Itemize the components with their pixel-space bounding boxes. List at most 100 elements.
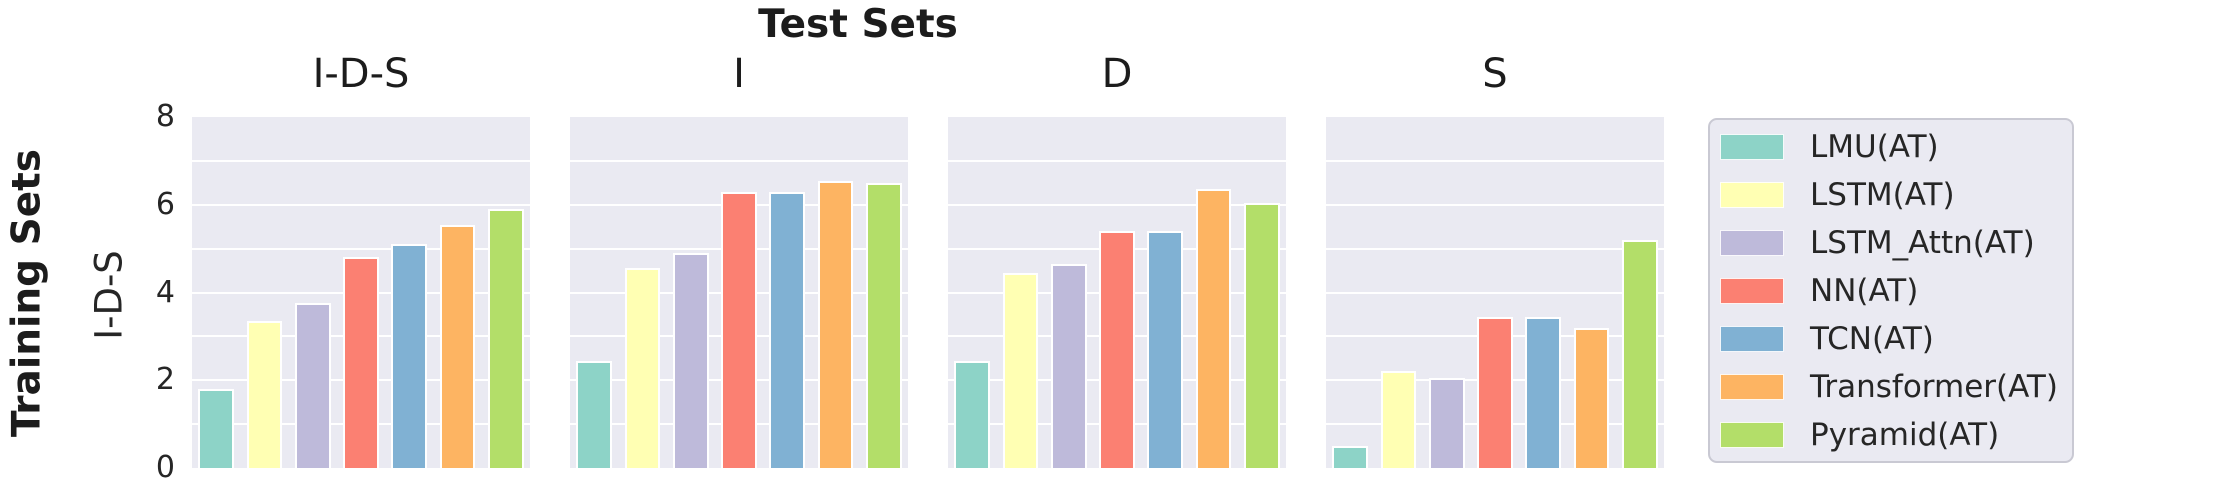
bar-slot (1326, 117, 1374, 468)
plot-area (192, 117, 530, 468)
panel-s: S (1326, 0, 1664, 499)
bar-slot (240, 117, 288, 468)
legend-label: Transformer(AT) (1810, 368, 2058, 405)
legend-label: TCN(AT) (1810, 320, 1934, 357)
bar-tcn-at- (769, 191, 806, 468)
panel-title: D (1101, 51, 1133, 97)
legend-label: NN(AT) (1810, 272, 1919, 309)
bar-slot (1519, 117, 1567, 468)
legend-label: LMU(AT) (1810, 128, 1939, 165)
legend-label: LSTM(AT) (1810, 176, 1955, 213)
bar-slot (996, 117, 1044, 468)
bars-group (948, 117, 1286, 468)
bars-group (192, 117, 530, 468)
bar-slot (1093, 117, 1141, 468)
gridline (192, 203, 530, 206)
bar-slot (337, 117, 385, 468)
bar-slot (1141, 117, 1189, 468)
bar-lmu-at- (198, 389, 234, 468)
panel-title: S (1482, 51, 1508, 97)
legend-swatch (1720, 422, 1784, 448)
bar-lstm-at- (624, 268, 661, 468)
gridline (570, 159, 908, 162)
bar-lmu-at- (954, 360, 990, 468)
panel-d: D (948, 0, 1286, 499)
bar-slot (289, 117, 337, 468)
legend-swatch (1720, 326, 1784, 352)
legend-swatch (1720, 182, 1784, 208)
legend-item: LMU(AT) (1720, 123, 2072, 171)
panel-i-d-s: I-D-S (192, 0, 530, 499)
y-tick-label: 2 (155, 362, 175, 398)
legend-label: LSTM_Attn(AT) (1810, 224, 2035, 261)
bar-slot (1471, 117, 1519, 468)
y-tick-label: 6 (155, 186, 175, 222)
bar-transformer-at- (439, 224, 476, 468)
gridline (1326, 203, 1664, 206)
bar-slot (1045, 117, 1093, 468)
legend-item: LSTM(AT) (1720, 171, 2072, 219)
bar-lmu-at- (576, 360, 612, 468)
plot-area (570, 117, 908, 468)
bar-lstm-attn-at- (1428, 378, 1465, 468)
plot-area (1326, 117, 1664, 468)
gridline (1326, 159, 1664, 162)
bar-slot (860, 117, 908, 468)
bar-slot (482, 117, 530, 468)
bar-nn-at- (1477, 316, 1513, 468)
bar-slot (385, 117, 433, 468)
bars-group (1326, 117, 1664, 468)
bar-pyramid-at- (1621, 239, 1658, 468)
bar-slot (1567, 117, 1615, 468)
bar-slot (192, 117, 240, 468)
bar-tcn-at- (391, 244, 428, 468)
gridline (1326, 291, 1664, 294)
legend: LMU(AT) LSTM(AT) LSTM_Attn(AT) NN(AT) TCN(AT… (1708, 118, 2074, 463)
legend-item: TCN(AT) (1720, 315, 2072, 363)
bar-pyramid-at- (1243, 202, 1280, 468)
bar-nn-at- (343, 257, 379, 468)
bar-slot (1423, 117, 1471, 468)
gridline (948, 159, 1286, 162)
bar-slot (763, 117, 811, 468)
bar-transformer-at- (1573, 327, 1610, 468)
legend-item: LSTM_Attn(AT) (1720, 219, 2072, 267)
bar-lstm-attn-at- (1050, 263, 1087, 468)
bar-slot (667, 117, 715, 468)
training-sets-row-label: Training Sets (4, 148, 50, 438)
bar-pyramid-at- (487, 209, 524, 468)
bar-slot (1374, 117, 1422, 468)
bar-slot (948, 117, 996, 468)
legend-label: Pyramid(AT) (1810, 416, 2000, 453)
bar-pyramid-at- (865, 182, 902, 468)
bar-slot (1238, 117, 1286, 468)
bar-lstm-attn-at- (294, 303, 331, 468)
y-tick-label: 4 (155, 274, 175, 310)
legend-item: Transformer(AT) (1720, 363, 2072, 411)
gridline (948, 203, 1286, 206)
y-tick-label: 8 (155, 99, 175, 134)
legend-swatch (1720, 230, 1784, 256)
bar-lmu-at- (1332, 446, 1368, 468)
figure-title: Test Sets (758, 2, 958, 47)
legend-item: NN(AT) (1720, 267, 2072, 315)
bar-transformer-at- (817, 180, 854, 468)
gridline (192, 247, 530, 250)
bar-lstm-at- (1380, 371, 1417, 468)
bar-lstm-attn-at- (672, 253, 709, 468)
bar-nn-at- (721, 191, 757, 468)
legend-swatch (1720, 278, 1784, 304)
bar-slot (715, 117, 763, 468)
bar-slot (1189, 117, 1237, 468)
bar-tcn-at- (1147, 231, 1184, 468)
panel-title: I (733, 51, 745, 97)
gridline (192, 159, 530, 162)
legend-item: Pyramid(AT) (1720, 411, 2072, 459)
bar-slot (618, 117, 666, 468)
panel-i: I (570, 0, 908, 499)
bar-transformer-at- (1195, 189, 1232, 468)
panel-title: I-D-S (312, 51, 410, 97)
bar-lstm-at- (246, 321, 283, 468)
bar-slot (433, 117, 481, 468)
